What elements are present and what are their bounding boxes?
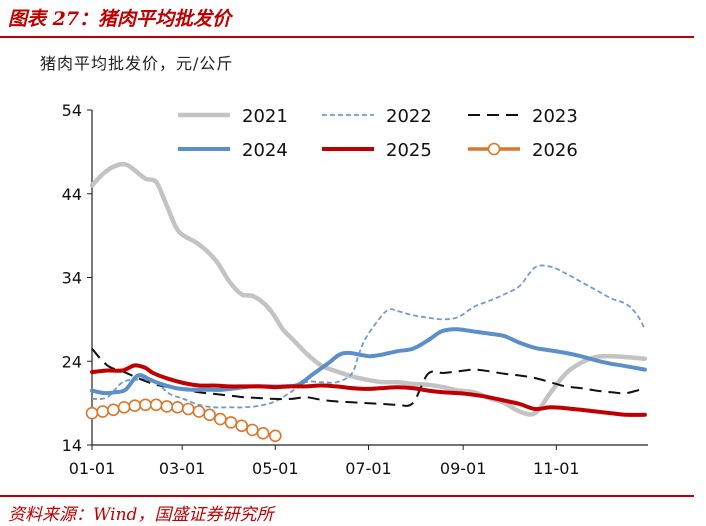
series-2026-point: [171, 401, 184, 414]
series-2022-line: [91, 264, 646, 409]
series-2026-point: [85, 406, 99, 420]
x-tick-label: 01-01: [69, 459, 116, 478]
series-2026-point: [128, 399, 142, 412]
series-2026-point: [117, 401, 131, 414]
series-2022: [91, 264, 646, 409]
series-2026-point: [203, 408, 216, 422]
legend-label-2023: 2023: [532, 106, 578, 127]
series-2021-line: [89, 161, 648, 417]
series-2026-point: [192, 405, 206, 418]
x-tick-label: 05-01: [252, 459, 299, 478]
y-axis-unit-label: 猪肉平均批发价，元/公斤: [40, 54, 234, 73]
legend: 2021 2022 2023 2024 2025 2026: [178, 106, 578, 161]
x-tick-label: 09-01: [440, 459, 487, 478]
legend-item-2025: 2025: [322, 140, 432, 161]
legend-label-2025: 2025: [386, 140, 432, 161]
y-tick-label: 14: [62, 436, 82, 455]
legend-label-2021: 2021: [242, 106, 288, 127]
x-tick-label: 11-01: [533, 459, 580, 478]
series-2026-point: [235, 419, 248, 433]
series-2026-point: [181, 402, 195, 416]
source-note: 资料来源：Wind，国盛证券研究所: [8, 505, 274, 525]
series-layer: [85, 161, 648, 443]
title-rule: [0, 36, 694, 38]
series-2024-line: [90, 327, 647, 396]
series-2024: [90, 327, 647, 396]
series-2026-point: [214, 412, 227, 426]
x-tick-label: 07-01: [345, 459, 392, 478]
series-2026-point: [149, 398, 163, 412]
y-tick-label: 44: [62, 185, 82, 204]
series-2021: [89, 161, 648, 417]
series-2026-point: [160, 400, 174, 413]
legend-item-2022: 2022: [322, 106, 432, 127]
legend-marker-2026: [487, 142, 501, 156]
legend-item-2026: 2026: [468, 140, 578, 161]
legend-label-2022: 2022: [386, 106, 432, 127]
series-2025-line: [90, 363, 647, 417]
x-tick-label: 03-01: [159, 459, 206, 478]
series-2026-point: [107, 403, 120, 417]
legend-item-2021: 2021: [178, 106, 288, 127]
series-2026-point: [139, 398, 152, 412]
series-2026-point: [246, 423, 259, 437]
y-tick-label: 24: [62, 352, 82, 371]
series-2026: [85, 398, 282, 443]
axes: 14 24 34 44 54 01-01 03-01 05-01 07-01 09-01 11-01: [62, 101, 648, 478]
y-tick-label: 34: [62, 269, 82, 288]
series-2026-point: [268, 429, 282, 443]
legend-label-2024: 2024: [242, 140, 288, 161]
figure-title: 图表 27：猪肉平均批发价: [8, 8, 232, 30]
legend-item-2024: 2024: [178, 140, 288, 161]
source-rule: [0, 495, 694, 497]
y-tick-label: 54: [62, 101, 82, 120]
series-2026-point: [256, 426, 270, 440]
series-2025: [90, 363, 647, 417]
legend-label-2026: 2026: [532, 140, 578, 161]
series-2026-point: [224, 416, 238, 429]
series-2026-point: [96, 405, 109, 418]
legend-item-2023: 2023: [468, 106, 578, 127]
